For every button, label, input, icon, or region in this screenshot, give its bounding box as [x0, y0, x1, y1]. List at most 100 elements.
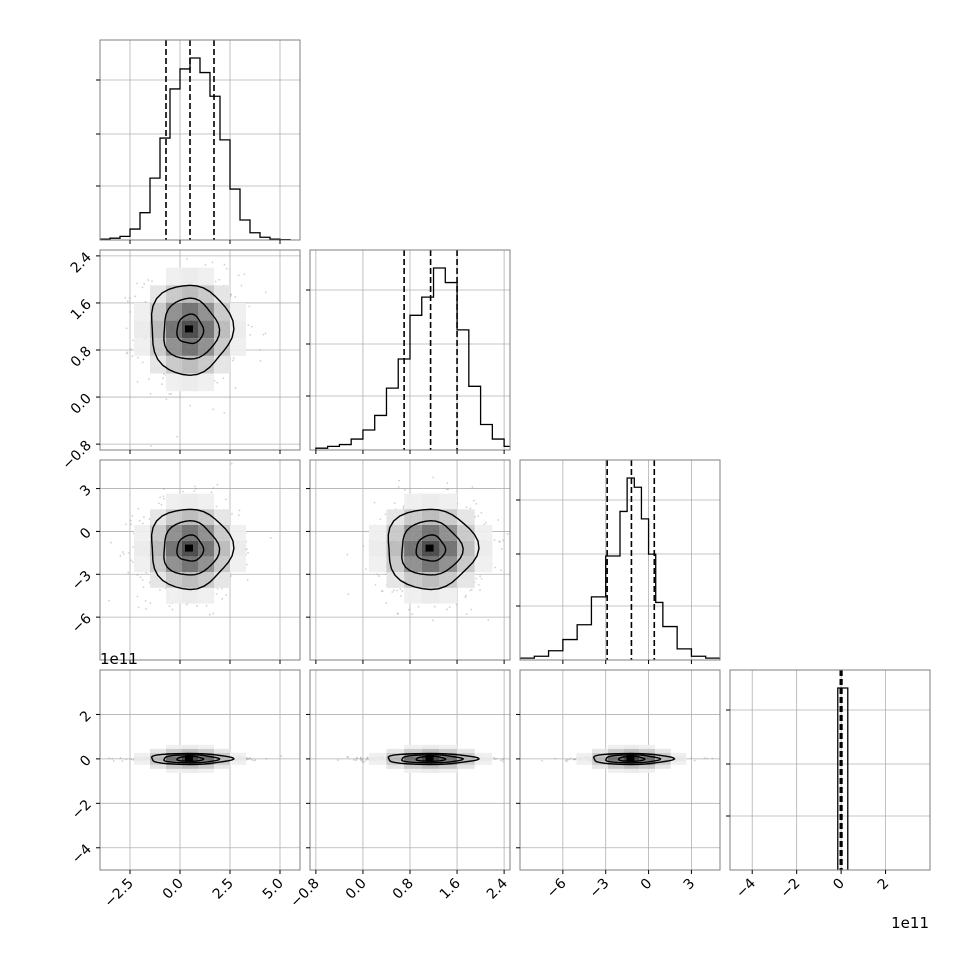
sample-point [445, 488, 448, 491]
density-cell [639, 748, 655, 753]
density-cell [404, 756, 422, 761]
panel-2-1 [306, 459, 511, 664]
density-cell [639, 764, 655, 769]
panel-frame [729, 669, 931, 871]
density-cell [576, 760, 593, 765]
tick-label-y: 0 [77, 525, 95, 543]
density-cell [166, 587, 182, 604]
sample-point [163, 373, 165, 375]
sample-point [124, 523, 127, 526]
density-cell [439, 556, 458, 573]
density-cell [421, 572, 440, 588]
sample-point [469, 589, 472, 592]
sample-point [144, 599, 147, 602]
density-cell [639, 752, 655, 757]
density-cell [166, 556, 182, 573]
tick-label-x: 0.0 [160, 876, 187, 903]
density-cell [198, 302, 214, 321]
sample-point [366, 758, 369, 760]
tick-label-y: −4 [69, 841, 95, 867]
density-cell [182, 285, 198, 303]
density-cell [182, 302, 198, 321]
density-cell [166, 764, 182, 769]
density-cell [404, 540, 422, 557]
sample-point [259, 348, 261, 351]
density-cell [150, 509, 166, 525]
sample-point [380, 590, 383, 592]
sample-point [231, 512, 233, 515]
density-cell [198, 493, 214, 510]
density-cell [623, 764, 640, 769]
density-cell [166, 748, 182, 753]
density-cell [182, 338, 198, 356]
density-cell [457, 752, 475, 757]
density-cell [230, 556, 246, 573]
sample-point [159, 496, 162, 499]
panel-1-0: −0.80.00.81.62.4 [59, 249, 301, 473]
density-cell [404, 764, 422, 769]
sample-point [554, 757, 557, 760]
sample-point [572, 758, 575, 761]
density-cell [386, 748, 405, 753]
sample-point [398, 479, 400, 482]
sample-point [574, 758, 577, 760]
sample-point [499, 541, 501, 543]
sample-point [355, 757, 358, 760]
sample-point [262, 333, 265, 336]
sample-point [265, 757, 268, 760]
density-cell [457, 764, 475, 769]
sample-point [401, 590, 404, 592]
sample-point [474, 516, 477, 518]
density-cell [386, 572, 405, 588]
density-peak [626, 754, 635, 762]
tick-label-x: −6 [544, 875, 570, 901]
density-cell [182, 355, 198, 374]
sample-point [502, 757, 505, 760]
sample-point [362, 759, 364, 762]
sample-point [147, 279, 150, 281]
density-cell [607, 768, 624, 773]
sample-point [396, 612, 399, 615]
density-cell [166, 756, 182, 761]
sample-point [112, 760, 115, 762]
density-cell [150, 748, 166, 753]
contour-line [593, 752, 676, 766]
tick-label-x: 1.6 [437, 875, 464, 902]
sample-point [246, 758, 249, 760]
density-cell [230, 760, 246, 765]
density-peak [185, 754, 193, 762]
sample-point [470, 608, 473, 611]
density-cell [182, 373, 198, 392]
sample-point [119, 554, 122, 557]
sample-point [361, 760, 364, 763]
sample-point [240, 284, 243, 287]
sample-point [264, 332, 267, 335]
density-cell [166, 525, 182, 541]
density-cell [214, 756, 230, 761]
sample-point [237, 514, 240, 517]
sample-point [136, 574, 139, 576]
sample-point [125, 352, 128, 355]
sample-point [87, 315, 89, 317]
sample-point [336, 759, 339, 761]
sample-point [480, 511, 483, 514]
sample-point [446, 482, 449, 484]
density-cell [386, 509, 405, 525]
sample-point [355, 759, 357, 762]
density-cell [198, 744, 214, 749]
sample-point [477, 515, 480, 517]
sample-point [222, 377, 225, 380]
tick-label-y: 2 [77, 708, 95, 726]
tick-label-x: 2 [875, 876, 893, 894]
sample-point [223, 411, 226, 414]
sample-point [253, 759, 255, 762]
panel-3-0: −2.5 0.0 2.5 5.0−4−202 [69, 669, 301, 911]
sample-point [205, 604, 208, 607]
sample-point [148, 378, 150, 381]
contour-line [401, 519, 464, 576]
sample-point [134, 295, 137, 298]
sample-point [150, 445, 152, 447]
sample-point [365, 759, 368, 762]
sample-point [385, 602, 388, 604]
